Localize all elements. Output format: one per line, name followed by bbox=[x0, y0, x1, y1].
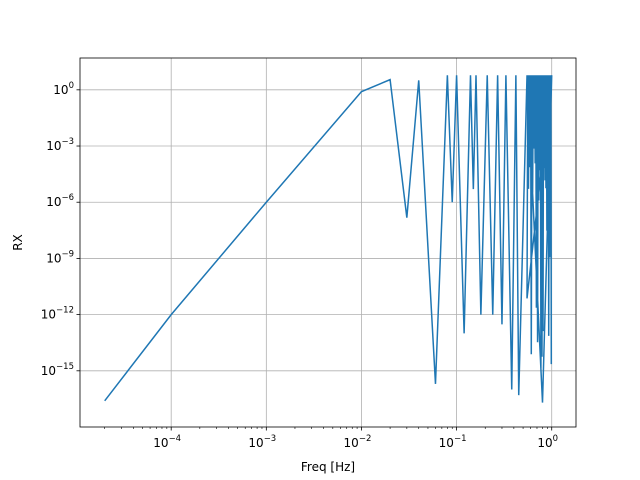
x-tick-label: 10−1 bbox=[439, 434, 467, 450]
x-axis: 10−4 10−3 10−2 10−1 100 bbox=[105, 427, 558, 450]
y-tick-label: 10−15 bbox=[41, 362, 74, 378]
y-tick-label: 10−6 bbox=[46, 193, 74, 209]
y-tick-label: 10−9 bbox=[46, 249, 74, 265]
x-axis-label: Freq [Hz] bbox=[301, 460, 355, 474]
y-axis: 100 10−3 10−6 10−9 10−12 10−15 bbox=[41, 81, 80, 378]
y-tick-label: 10−12 bbox=[41, 306, 74, 322]
plot-frame bbox=[80, 58, 576, 427]
x-tick-label: 10−4 bbox=[153, 434, 181, 450]
gridlines bbox=[80, 58, 576, 427]
x-tick-label: 100 bbox=[537, 434, 558, 450]
x-tick-label: 10−2 bbox=[344, 434, 372, 450]
series-line bbox=[105, 75, 552, 402]
y-tick-label: 100 bbox=[53, 81, 74, 97]
y-axis-label: RX bbox=[11, 234, 25, 251]
x-tick-label: 10−3 bbox=[248, 434, 276, 450]
y-tick-label: 10−3 bbox=[46, 137, 74, 153]
